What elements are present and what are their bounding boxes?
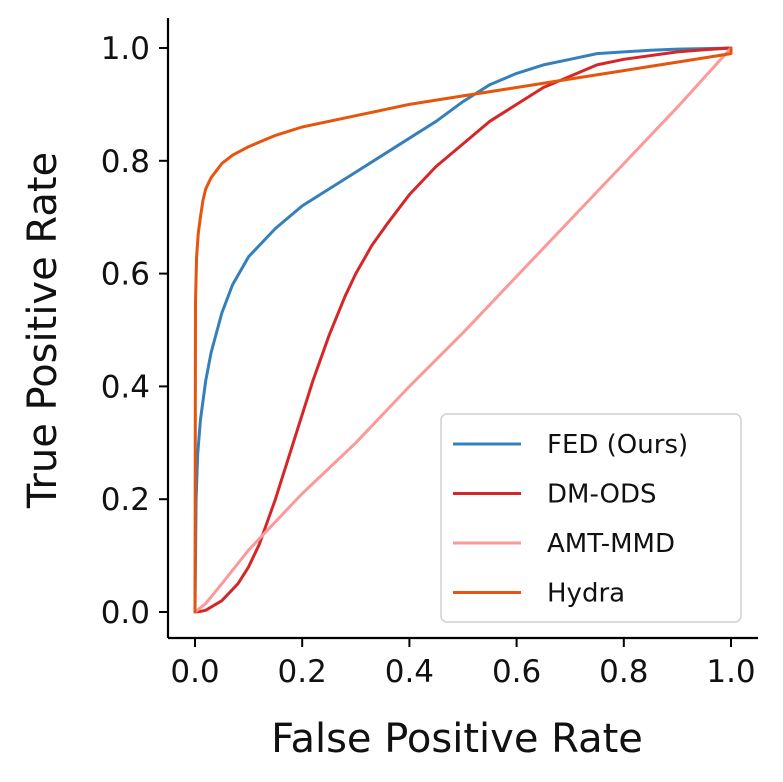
x-axis-ticks: 0.0 0.2 0.4 0.6 0.8 1.0: [170, 638, 756, 690]
y-axis-title: True Positive Rate: [20, 152, 66, 509]
legend: FED (Ours) DM-ODS AMT-MMD Hydra: [440, 413, 742, 623]
x-tick-label: 0.0: [170, 654, 219, 690]
legend-label: AMT-MMD: [547, 529, 675, 559]
x-axis-title: False Positive Rate: [271, 716, 643, 762]
x-tick-label: 0.6: [492, 654, 541, 690]
y-axis-ticks: 0.0 0.2 0.4 0.6 0.8 1.0: [101, 31, 168, 631]
plot-area: [193, 46, 733, 614]
y-tick-label: 0.0: [101, 595, 150, 631]
legend-box: [440, 413, 742, 623]
y-tick-label: 0.4: [101, 369, 150, 405]
series-line-0: [193, 46, 733, 614]
legend-label: FED (Ours): [547, 430, 688, 460]
y-tick-label: 0.2: [101, 482, 150, 518]
legend-label: Hydra: [547, 579, 625, 609]
series-line-1: [193, 46, 733, 614]
x-tick-label: 1.0: [706, 654, 755, 690]
y-tick-label: 0.6: [101, 257, 150, 293]
x-tick-label: 0.8: [599, 654, 648, 690]
x-tick-label: 0.4: [385, 654, 434, 690]
x-tick-label: 0.2: [278, 654, 327, 690]
series-line-3: [193, 46, 733, 614]
y-tick-label: 1.0: [101, 31, 150, 67]
y-tick-label: 0.8: [101, 144, 150, 180]
legend-label: DM-ODS: [547, 480, 657, 510]
series-line-2: [193, 46, 733, 614]
axes: [166, 18, 758, 640]
